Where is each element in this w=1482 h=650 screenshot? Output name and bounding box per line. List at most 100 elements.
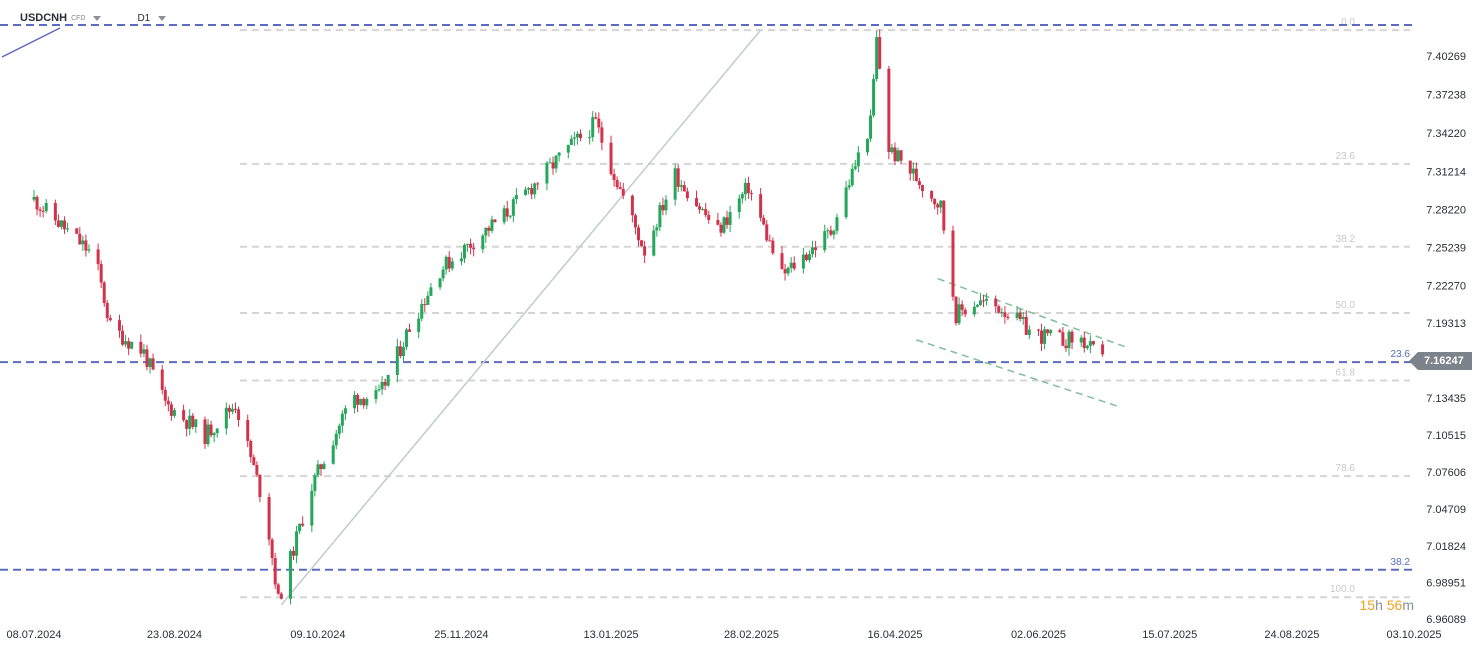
candle-down bbox=[682, 185, 686, 192]
y-axis-tick-label: 6.96089 bbox=[1426, 614, 1466, 626]
candle-up bbox=[1043, 329, 1047, 344]
candle-up bbox=[490, 219, 494, 231]
candle-up bbox=[288, 550, 292, 599]
candle-up bbox=[466, 243, 470, 245]
candle-down bbox=[139, 341, 143, 354]
timeframe-label[interactable]: D1 bbox=[137, 12, 151, 24]
x-axis-tick-label: 24.08.2025 bbox=[1264, 629, 1319, 641]
candle-up bbox=[557, 152, 561, 156]
y-axis-tick-label: 7.31214 bbox=[1426, 166, 1466, 178]
candle-down bbox=[615, 180, 619, 188]
candle-up bbox=[438, 278, 442, 288]
candle-down bbox=[1003, 312, 1007, 318]
candle-up bbox=[679, 185, 683, 187]
candle-down bbox=[597, 118, 601, 128]
candle-up bbox=[32, 196, 36, 200]
candle-up bbox=[44, 202, 48, 212]
candle-down bbox=[630, 195, 634, 216]
candle-down bbox=[746, 182, 750, 194]
candle-down bbox=[920, 185, 924, 192]
fib-level-label: 78.6 bbox=[1336, 463, 1356, 474]
candle-up bbox=[459, 258, 463, 262]
candle-down bbox=[1040, 330, 1044, 344]
candle-down bbox=[716, 219, 720, 225]
chart-toolbar: USDCNH CFD D1 bbox=[0, 8, 167, 28]
candle-up bbox=[316, 464, 320, 476]
y-axis-tick-label: 6.98951 bbox=[1426, 578, 1466, 590]
fib-level-label: 0.0 bbox=[1341, 17, 1355, 28]
candle-up bbox=[823, 231, 827, 250]
candle-up bbox=[429, 287, 433, 296]
candle-down bbox=[301, 523, 305, 526]
fib-level-label: 38.2 bbox=[1336, 234, 1356, 245]
symbol-dropdown-icon[interactable] bbox=[93, 15, 102, 21]
candle-up bbox=[188, 415, 192, 429]
x-axis-tick-label: 03.10.2025 bbox=[1386, 629, 1441, 641]
candle-down bbox=[258, 474, 262, 498]
candle-countdown: 15h 56m bbox=[1359, 597, 1414, 613]
fib-level-label: 61.8 bbox=[1336, 368, 1356, 379]
candle-down bbox=[255, 464, 259, 475]
candle-up bbox=[737, 198, 741, 213]
horizontal-level-label: 23.6 bbox=[1391, 349, 1411, 360]
candle-down bbox=[621, 188, 625, 196]
candle-up bbox=[230, 408, 234, 412]
x-axis-tick-label: 23.08.2024 bbox=[147, 629, 202, 641]
candle-up bbox=[847, 185, 851, 188]
candle-down bbox=[166, 400, 170, 405]
candle-up bbox=[591, 117, 595, 138]
candle-up bbox=[554, 155, 558, 169]
candle-up bbox=[844, 187, 848, 218]
candle-down bbox=[1046, 329, 1050, 334]
candle-down bbox=[759, 194, 763, 218]
candle-up bbox=[514, 195, 518, 200]
candle-down bbox=[319, 464, 323, 470]
candle-up bbox=[331, 445, 335, 464]
candle-up bbox=[728, 212, 732, 225]
candle-up bbox=[655, 227, 659, 231]
candle-down bbox=[609, 142, 613, 175]
candle-down bbox=[96, 249, 100, 265]
candle-down bbox=[783, 269, 787, 274]
candle-down bbox=[38, 209, 42, 211]
candle-down bbox=[127, 341, 131, 349]
candle-down bbox=[917, 181, 921, 186]
x-axis-tick-label: 08.07.2024 bbox=[6, 629, 61, 641]
candle-up bbox=[194, 419, 198, 427]
candle-up bbox=[484, 227, 488, 236]
candle-up bbox=[890, 147, 894, 153]
candle-down bbox=[771, 240, 775, 254]
candle-up bbox=[441, 269, 445, 279]
candle-down bbox=[279, 593, 283, 599]
y-axis-tick-label: 7.07606 bbox=[1426, 467, 1466, 479]
candle-up bbox=[786, 267, 790, 274]
candle-up bbox=[896, 150, 900, 162]
candle-down bbox=[951, 230, 955, 297]
candle-up bbox=[81, 240, 85, 245]
y-axis-tick-label: 7.37238 bbox=[1426, 90, 1466, 102]
candle-down bbox=[56, 220, 60, 227]
candle-down bbox=[84, 240, 88, 251]
candle-down bbox=[53, 202, 57, 221]
candle-up bbox=[395, 346, 399, 375]
candle-up bbox=[743, 182, 747, 195]
candle-down bbox=[1101, 344, 1105, 355]
candle-down bbox=[117, 320, 121, 331]
candle-up bbox=[939, 200, 943, 208]
candle-down bbox=[908, 160, 912, 174]
x-axis-tick-label: 09.10.2024 bbox=[290, 629, 345, 641]
timeframe-dropdown-icon[interactable] bbox=[158, 15, 167, 21]
candle-down bbox=[108, 317, 112, 321]
candle-down bbox=[960, 304, 964, 310]
candle-down bbox=[695, 198, 699, 207]
candle-down bbox=[472, 247, 476, 250]
symbol-label[interactable]: USDCNH bbox=[20, 12, 68, 24]
candle-down bbox=[185, 420, 189, 429]
candle-down bbox=[792, 262, 796, 269]
candle-up bbox=[130, 341, 134, 349]
candle-down bbox=[63, 220, 67, 230]
candle-down bbox=[878, 37, 882, 69]
candle-down bbox=[612, 174, 616, 181]
x-axis-tick-label: 28.02.2025 bbox=[724, 629, 779, 641]
